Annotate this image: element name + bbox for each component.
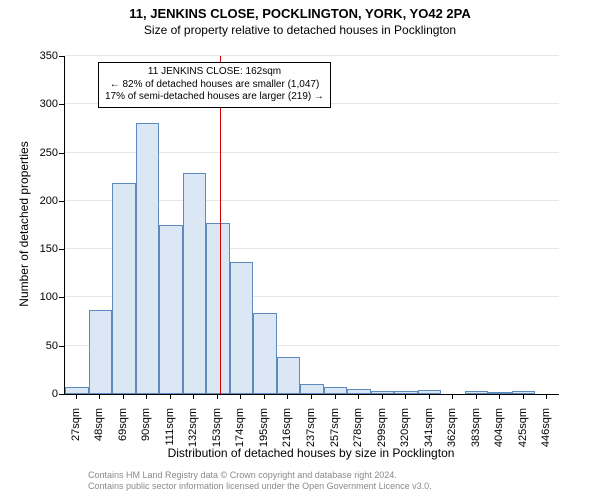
x-tick-mark bbox=[382, 394, 383, 399]
y-tick-mark bbox=[59, 153, 64, 154]
x-tick-mark bbox=[311, 394, 312, 399]
annotation-box: 11 JENKINS CLOSE: 162sqm ← 82% of detach… bbox=[98, 62, 331, 108]
footer-line-1: Contains HM Land Registry data © Crown c… bbox=[88, 470, 432, 481]
histogram-bar bbox=[206, 223, 230, 394]
x-tick-mark bbox=[476, 394, 477, 399]
grid-line bbox=[65, 55, 559, 56]
y-tick-mark bbox=[59, 346, 64, 347]
y-tick-label: 200 bbox=[28, 195, 58, 207]
y-tick-label: 300 bbox=[28, 98, 58, 110]
y-tick-mark bbox=[59, 249, 64, 250]
annotation-line-1: 11 JENKINS CLOSE: 162sqm bbox=[105, 66, 324, 79]
y-tick-mark bbox=[59, 56, 64, 57]
chart-container: 11 JENKINS CLOSE: 162sqm ← 82% of detach… bbox=[0, 0, 600, 500]
y-tick-mark bbox=[59, 297, 64, 298]
histogram-bar bbox=[136, 123, 160, 394]
histogram-bar bbox=[300, 384, 324, 394]
x-tick-mark bbox=[99, 394, 100, 399]
x-tick-mark bbox=[146, 394, 147, 399]
y-tick-label: 100 bbox=[28, 291, 58, 303]
x-tick-mark bbox=[217, 394, 218, 399]
footer: Contains HM Land Registry data © Crown c… bbox=[88, 470, 432, 493]
histogram-bar bbox=[183, 173, 207, 394]
histogram-bar bbox=[230, 262, 254, 394]
histogram-bar bbox=[112, 183, 136, 394]
x-tick-mark bbox=[287, 394, 288, 399]
footer-line-2: Contains public sector information licen… bbox=[88, 481, 432, 492]
x-tick-mark bbox=[452, 394, 453, 399]
x-tick-mark bbox=[499, 394, 500, 399]
histogram-bar bbox=[253, 313, 277, 394]
y-tick-label: 150 bbox=[28, 243, 58, 255]
x-tick-mark bbox=[264, 394, 265, 399]
annotation-line-3: 17% of semi-detached houses are larger (… bbox=[105, 91, 324, 104]
annotation-line-2: ← 82% of detached houses are smaller (1,… bbox=[105, 79, 324, 92]
y-tick-mark bbox=[59, 104, 64, 105]
y-tick-label: 350 bbox=[28, 50, 58, 62]
y-tick-label: 50 bbox=[28, 340, 58, 352]
x-axis-label: Distribution of detached houses by size … bbox=[64, 446, 558, 460]
histogram-bar bbox=[159, 225, 183, 394]
x-tick-mark bbox=[123, 394, 124, 399]
histogram-bar bbox=[277, 357, 301, 394]
histogram-bar bbox=[324, 387, 348, 394]
x-tick-mark bbox=[193, 394, 194, 399]
x-tick-mark bbox=[240, 394, 241, 399]
x-tick-mark bbox=[170, 394, 171, 399]
y-tick-label: 0 bbox=[28, 388, 58, 400]
x-tick-mark bbox=[429, 394, 430, 399]
y-tick-mark bbox=[59, 394, 64, 395]
x-tick-mark bbox=[335, 394, 336, 399]
x-tick-mark bbox=[358, 394, 359, 399]
x-tick-mark bbox=[546, 394, 547, 399]
y-tick-mark bbox=[59, 201, 64, 202]
histogram-bar bbox=[65, 387, 89, 394]
x-tick-mark bbox=[76, 394, 77, 399]
y-tick-label: 250 bbox=[28, 147, 58, 159]
x-tick-mark bbox=[523, 394, 524, 399]
histogram-bar bbox=[89, 310, 113, 394]
y-axis-label: Number of detached properties bbox=[17, 55, 31, 393]
x-tick-mark bbox=[405, 394, 406, 399]
